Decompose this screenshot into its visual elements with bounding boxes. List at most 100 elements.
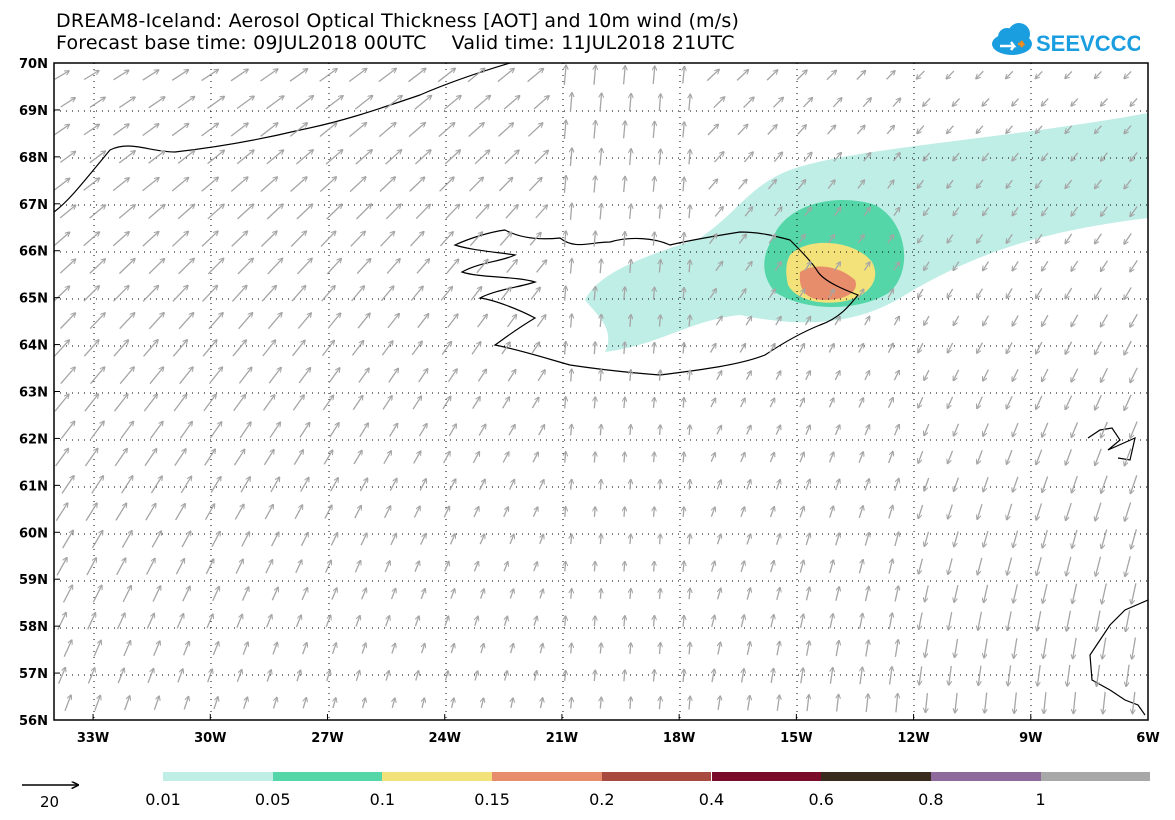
wind-vector <box>917 125 925 134</box>
wind-vector <box>299 422 310 438</box>
wind-vector <box>1042 206 1049 216</box>
wind-vector <box>378 123 396 138</box>
wind-vector <box>89 205 106 219</box>
wind-vector <box>291 286 306 302</box>
wind-vector <box>865 640 869 657</box>
y-tick-label: 60N <box>19 526 48 541</box>
wind-vector <box>837 694 839 712</box>
wind-vector <box>709 344 716 353</box>
wind-vector <box>261 286 276 302</box>
wind-vector <box>54 394 69 412</box>
wind-vector <box>712 561 715 572</box>
wind-vector <box>858 398 863 408</box>
wind-vector <box>984 584 989 603</box>
wind-vector <box>416 671 419 681</box>
wind-vector <box>797 180 805 190</box>
wind-vector <box>1124 287 1132 299</box>
wind-vector <box>531 342 540 355</box>
wind-vector <box>738 179 747 190</box>
wind-vector <box>358 368 369 383</box>
wind-vector <box>828 452 834 463</box>
wind-vector <box>1042 422 1049 437</box>
wind-vector <box>689 534 690 545</box>
wind-vector <box>659 697 660 710</box>
wind-vector <box>893 262 899 271</box>
wind-vector <box>417 314 429 329</box>
wind-vector <box>983 207 990 215</box>
wind-vector <box>829 614 833 629</box>
wind-vector <box>1012 315 1019 326</box>
wind-vector <box>327 313 341 329</box>
wind-vector <box>505 205 518 219</box>
wind-vector <box>1006 396 1013 409</box>
wind-vector <box>153 696 159 711</box>
wind-vector <box>689 260 690 273</box>
wind-vector <box>887 180 894 189</box>
wind-vector <box>414 150 431 165</box>
wind-vector <box>411 341 422 356</box>
wind-vector <box>1073 637 1077 659</box>
y-tick-label: 61N <box>19 479 48 494</box>
wind-vector <box>447 314 458 328</box>
y-tick-label: 70N <box>19 57 48 72</box>
wind-vector <box>236 669 241 683</box>
seevccc-logo: SEEVCCC <box>992 23 1140 56</box>
wind-vector <box>54 178 69 191</box>
wind-vector <box>325 150 343 165</box>
wind-vector <box>600 479 601 490</box>
wind-vector <box>122 586 131 603</box>
wind-vector <box>1013 476 1019 492</box>
wind-vector <box>1008 665 1012 685</box>
wind-vector <box>1012 261 1019 270</box>
wind-vector <box>479 479 485 491</box>
wind-vector <box>415 204 430 220</box>
wind-vector <box>1124 125 1132 134</box>
wind-vector <box>689 480 690 490</box>
wind-vector <box>266 204 283 220</box>
wind-vector <box>295 96 313 110</box>
wind-vector <box>292 395 304 411</box>
wind-vector <box>233 449 245 466</box>
wind-vector <box>949 665 952 685</box>
wind-vector <box>292 340 305 357</box>
wind-vector <box>501 342 510 355</box>
wind-vector <box>63 640 72 657</box>
wind-vector <box>565 616 566 627</box>
wind-vector <box>94 695 101 711</box>
wind-vector <box>737 124 748 136</box>
wind-vector <box>1130 367 1138 383</box>
wind-vector <box>91 476 104 494</box>
colorbar-label: 0.4 <box>698 790 725 809</box>
wind-vector <box>858 506 863 519</box>
wind-vector <box>541 698 543 709</box>
wind-vector <box>534 671 536 681</box>
wind-vector <box>83 340 99 357</box>
wind-vector <box>829 506 834 518</box>
wind-vector <box>528 178 542 192</box>
wind-vector <box>112 178 129 192</box>
wind-vector <box>148 151 165 164</box>
wind-vector <box>471 342 481 355</box>
wind-vector <box>297 258 313 275</box>
wind-vector <box>1006 234 1013 243</box>
wind-vector <box>298 368 310 384</box>
wind-vector <box>977 234 984 244</box>
wind-vector <box>468 123 484 137</box>
wind-vector <box>144 449 157 467</box>
wind-vector <box>689 588 690 600</box>
wind-vector <box>449 534 456 545</box>
wind-vector <box>683 66 685 84</box>
wind-vector <box>113 340 129 357</box>
wind-vector <box>1126 610 1131 631</box>
wind-vector <box>202 285 218 302</box>
wind-vector <box>182 586 190 602</box>
wind-vector <box>326 204 342 220</box>
wind-vector <box>1036 125 1043 134</box>
wind-vector <box>1102 583 1107 604</box>
wind-vector <box>833 207 840 217</box>
title-line-2: Forecast base time: 09JUL2018 00UTC Vali… <box>56 32 735 54</box>
wind-vector <box>977 179 984 188</box>
wind-vector <box>237 204 254 220</box>
wind-vector <box>1102 637 1107 659</box>
wind-vector <box>624 616 625 627</box>
